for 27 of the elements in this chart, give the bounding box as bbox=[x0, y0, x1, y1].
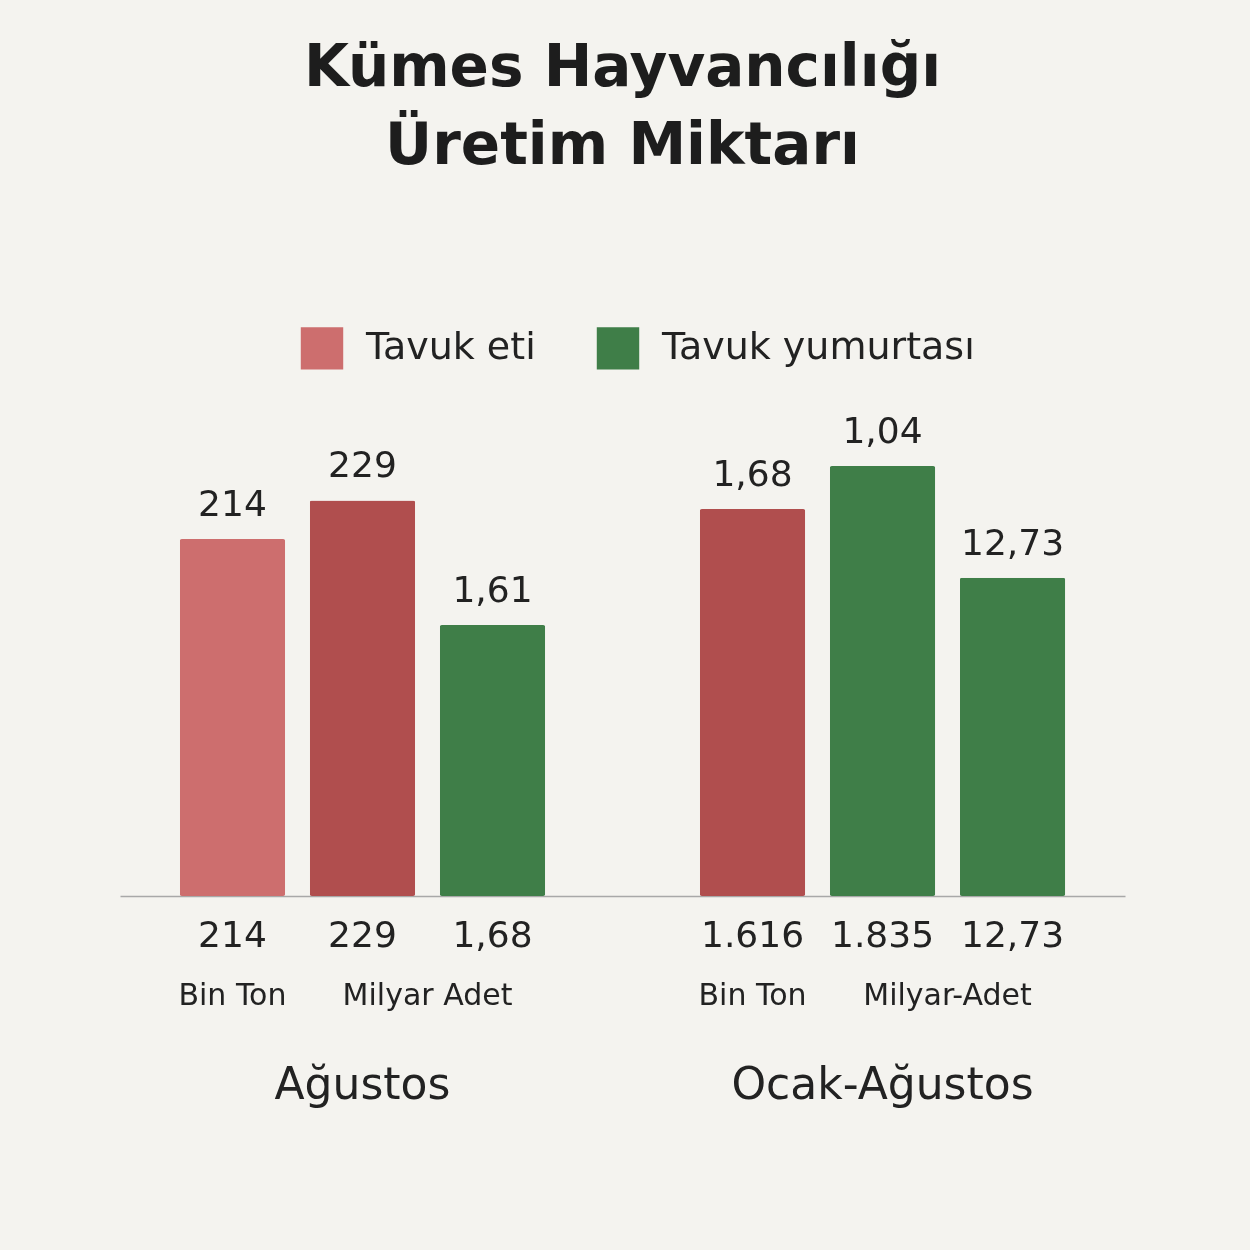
x-tick-label: 1,68 bbox=[452, 913, 533, 955]
legend-label: Tavuk yumurtası bbox=[661, 324, 975, 369]
text: Ocak-Ağustos bbox=[731, 1058, 1034, 1109]
annotation: 1,61 bbox=[452, 569, 533, 611]
chart-title: Kümes Hayvancılığı Üretim Miktarı bbox=[303, 32, 942, 178]
annotation: 214 bbox=[198, 483, 267, 525]
bar bbox=[179, 539, 286, 896]
x-tick-label: 229 bbox=[328, 913, 397, 955]
bar bbox=[829, 466, 936, 896]
text: Bin Ton bbox=[178, 977, 287, 1012]
annotation: 1,68 bbox=[712, 453, 793, 494]
text: Bin Ton bbox=[698, 977, 807, 1012]
text: Milyar-Adet bbox=[863, 977, 1033, 1012]
bar bbox=[309, 500, 416, 896]
text: Ağustos bbox=[274, 1058, 451, 1109]
text: Milyar Adet bbox=[342, 977, 513, 1012]
x-tick-label: 12,73 bbox=[961, 913, 1065, 955]
x-tick-label: 1.835 bbox=[830, 913, 935, 955]
x-tick-label: 1.616 bbox=[700, 913, 805, 955]
annotation: 229 bbox=[328, 444, 397, 486]
bar bbox=[959, 577, 1066, 896]
legend-label: Tavuk eti bbox=[365, 324, 536, 369]
bar bbox=[699, 509, 806, 896]
bar bbox=[439, 625, 546, 896]
x-tick-label: 214 bbox=[198, 913, 267, 955]
annotation: 1,04 bbox=[842, 410, 923, 451]
annotation: 12,73 bbox=[961, 521, 1065, 563]
